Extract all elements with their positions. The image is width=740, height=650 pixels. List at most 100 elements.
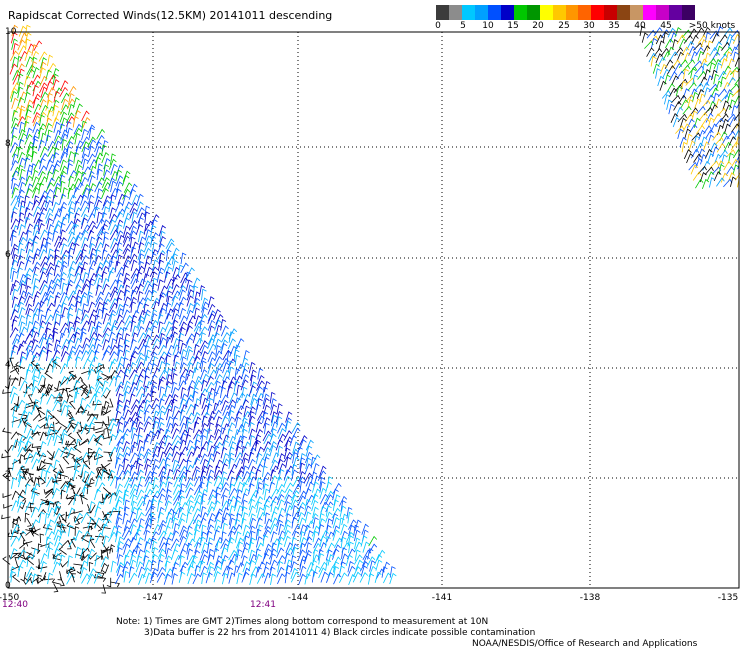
wind-barb bbox=[185, 337, 193, 349]
wind-barb bbox=[708, 62, 716, 73]
wind-barb bbox=[170, 326, 178, 338]
wind-barb bbox=[173, 507, 182, 519]
wind-barb bbox=[123, 231, 131, 243]
wind-barb bbox=[199, 388, 208, 399]
wind-barb bbox=[48, 451, 55, 461]
wind-barb bbox=[86, 554, 93, 567]
wind-barb bbox=[10, 547, 18, 560]
wind-barb bbox=[254, 468, 262, 481]
wind-barb bbox=[149, 319, 159, 331]
wind-barb bbox=[82, 158, 89, 170]
wind-barb bbox=[306, 530, 314, 542]
wind-barb bbox=[96, 188, 103, 200]
wind-barb bbox=[180, 393, 188, 405]
wind-barb bbox=[31, 60, 37, 73]
wind-barb bbox=[21, 417, 27, 427]
wind-barb bbox=[80, 194, 88, 206]
wind-speed-colorbar bbox=[436, 5, 696, 20]
wind-barb bbox=[340, 500, 347, 512]
wind-barb bbox=[699, 93, 706, 104]
wind-barb bbox=[10, 160, 19, 171]
wind-barb bbox=[144, 205, 150, 218]
wind-barb bbox=[730, 158, 739, 169]
wind-barb bbox=[173, 522, 180, 535]
wind-barb bbox=[4, 444, 13, 454]
wind-barb bbox=[129, 488, 138, 499]
wind-barb bbox=[61, 432, 68, 445]
wind-barb bbox=[130, 278, 139, 290]
wind-barb bbox=[242, 512, 249, 524]
wind-barb bbox=[114, 429, 123, 440]
wind-barb bbox=[73, 272, 82, 284]
wind-barb bbox=[94, 314, 100, 327]
wind-barb bbox=[222, 512, 231, 524]
wind-barb bbox=[59, 464, 65, 474]
wind-barb bbox=[61, 338, 70, 350]
wind-barb bbox=[108, 158, 117, 170]
wind-barb bbox=[185, 469, 191, 482]
wind-barb bbox=[214, 399, 223, 411]
wind-barb bbox=[207, 296, 215, 308]
wind-barb bbox=[71, 573, 76, 583]
wind-barb bbox=[158, 369, 168, 380]
wind-barb bbox=[10, 243, 18, 255]
wind-barb bbox=[92, 400, 102, 406]
wind-barb bbox=[680, 64, 691, 74]
wind-barb bbox=[75, 278, 84, 289]
wind-barb bbox=[207, 397, 214, 410]
wind-barb bbox=[116, 284, 125, 296]
wind-barb bbox=[700, 154, 707, 165]
wind-barb bbox=[67, 231, 76, 243]
wind-barb bbox=[156, 243, 165, 255]
wind-barb bbox=[52, 163, 60, 175]
wind-barb bbox=[18, 231, 27, 243]
wind-barb bbox=[32, 483, 40, 495]
wind-barb bbox=[165, 354, 171, 367]
wind-barb bbox=[94, 488, 101, 501]
wind-barb bbox=[228, 549, 238, 561]
wind-barb bbox=[694, 98, 702, 109]
wind-barb bbox=[310, 456, 317, 469]
wind-barb bbox=[142, 280, 151, 292]
wind-barb bbox=[348, 541, 354, 554]
wind-barb bbox=[26, 64, 35, 75]
wind-barb bbox=[32, 313, 38, 325]
wind-barb bbox=[102, 169, 111, 181]
wind-barb bbox=[25, 411, 33, 423]
wind-barb bbox=[54, 471, 62, 483]
wind-barb bbox=[693, 117, 701, 129]
wind-barb bbox=[198, 326, 208, 337]
wind-barb bbox=[80, 313, 89, 325]
wind-barb bbox=[74, 526, 80, 536]
wind-barb bbox=[51, 168, 59, 181]
wind-barb bbox=[241, 481, 248, 494]
wind-barb bbox=[236, 481, 244, 493]
wind-barb bbox=[292, 451, 299, 464]
wind-barb bbox=[292, 476, 302, 487]
wind-barb bbox=[704, 69, 711, 80]
wind-barb bbox=[221, 439, 229, 452]
wind-barb bbox=[1, 453, 11, 459]
wind-barb bbox=[66, 569, 76, 575]
wind-barb bbox=[166, 249, 172, 261]
wind-barb bbox=[122, 248, 131, 260]
wind-barb bbox=[193, 484, 203, 496]
wind-barb bbox=[59, 151, 68, 163]
wind-barb bbox=[73, 177, 82, 189]
wind-barb bbox=[117, 234, 125, 247]
wind-barb bbox=[18, 307, 26, 319]
wind-barb bbox=[24, 267, 33, 279]
wind-barb bbox=[290, 448, 299, 460]
wind-barb bbox=[685, 59, 696, 68]
wind-barb bbox=[178, 471, 187, 482]
wind-barb bbox=[68, 260, 77, 272]
wind-barb bbox=[26, 428, 35, 439]
wind-barb bbox=[129, 183, 138, 195]
wind-barb bbox=[666, 99, 673, 110]
wind-barb bbox=[122, 206, 130, 218]
wind-barb bbox=[45, 69, 52, 81]
wind-barb bbox=[292, 484, 302, 495]
wind-barb bbox=[115, 440, 124, 453]
wind-barb bbox=[193, 529, 200, 541]
wind-barb bbox=[101, 271, 108, 283]
